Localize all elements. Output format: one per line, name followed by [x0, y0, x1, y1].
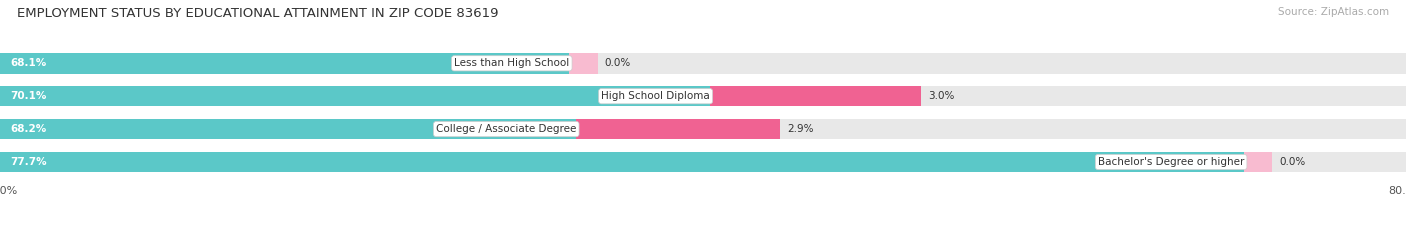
Text: 68.1%: 68.1% — [11, 58, 46, 68]
Bar — [569, 53, 598, 74]
Text: 3.0%: 3.0% — [928, 91, 955, 101]
Bar — [0, 119, 1406, 139]
Bar — [1244, 152, 1272, 172]
Text: Bachelor's Degree or higher: Bachelor's Degree or higher — [1098, 157, 1244, 167]
Bar — [0, 152, 1244, 172]
Text: 0.0%: 0.0% — [1279, 157, 1306, 167]
Text: 70.1%: 70.1% — [11, 91, 46, 101]
Bar — [576, 119, 780, 139]
Text: 68.2%: 68.2% — [11, 124, 46, 134]
Text: Source: ZipAtlas.com: Source: ZipAtlas.com — [1278, 7, 1389, 17]
Bar — [0, 86, 1406, 106]
Bar — [0, 119, 576, 139]
Text: 0.0%: 0.0% — [605, 58, 631, 68]
Bar — [0, 53, 569, 74]
Text: High School Diploma: High School Diploma — [602, 91, 710, 101]
Text: Less than High School: Less than High School — [454, 58, 569, 68]
Bar — [0, 152, 1406, 172]
Text: 2.9%: 2.9% — [787, 124, 814, 134]
Bar — [0, 53, 1406, 74]
Bar — [710, 86, 921, 106]
Text: EMPLOYMENT STATUS BY EDUCATIONAL ATTAINMENT IN ZIP CODE 83619: EMPLOYMENT STATUS BY EDUCATIONAL ATTAINM… — [17, 7, 498, 20]
Text: College / Associate Degree: College / Associate Degree — [436, 124, 576, 134]
Bar — [0, 86, 710, 106]
Text: 77.7%: 77.7% — [11, 157, 48, 167]
